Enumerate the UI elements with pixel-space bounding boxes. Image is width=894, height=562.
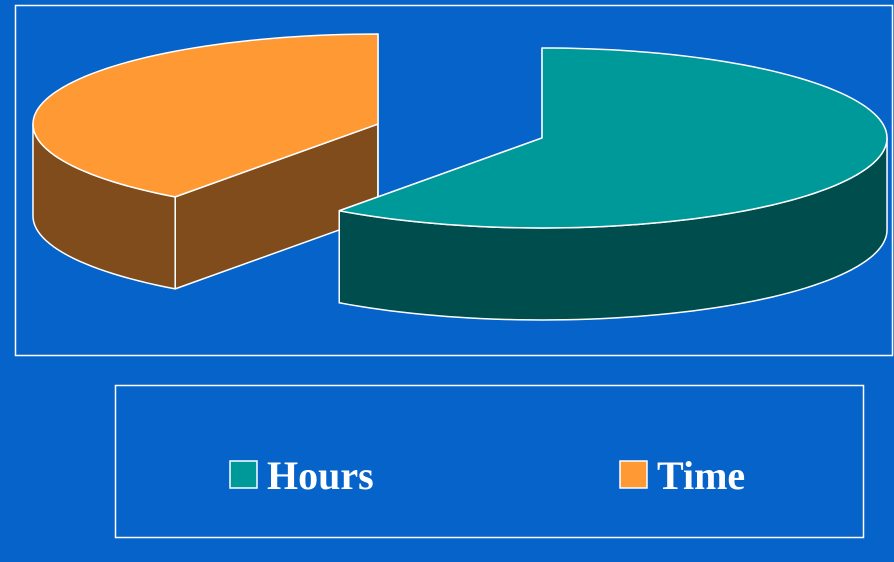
pie: [32, 33, 888, 321]
plot-frame: [14, 4, 894, 357]
legend-label: Time: [657, 453, 745, 498]
legend-frame: [114, 384, 865, 539]
slice: [32, 33, 379, 198]
legend-swatch: [229, 460, 258, 489]
slice: [338, 47, 888, 229]
legend-label: Hours: [267, 453, 374, 498]
legend-swatch: [619, 460, 648, 489]
legend: Hours Time: [229, 453, 745, 498]
